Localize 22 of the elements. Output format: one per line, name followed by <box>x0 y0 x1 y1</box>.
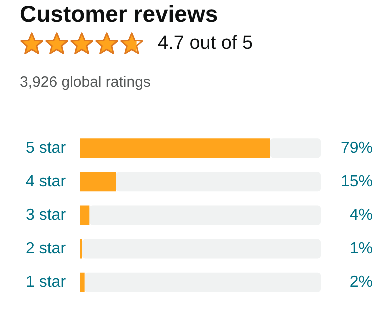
bar <box>270 138 321 158</box>
data-label: 79% <box>340 140 373 157</box>
bar <box>90 206 321 226</box>
y-tick-label: 3 star <box>26 206 67 224</box>
chart-subtitle: 4.7 out of 5 <box>158 33 254 55</box>
y-tick-label: 4 star <box>26 173 67 190</box>
data-label: 2% <box>350 274 373 292</box>
bar <box>82 239 321 259</box>
chart-title: Customer reviews <box>20 0 218 28</box>
bar <box>84 272 321 292</box>
data-label: 1% <box>350 240 373 258</box>
bar <box>116 172 321 192</box>
y-tick-label: 2 star <box>26 240 67 258</box>
bar <box>80 138 270 158</box>
bar <box>80 272 85 292</box>
y-tick-label: 1 star <box>26 274 67 292</box>
data-label: 4% <box>350 206 373 224</box>
text: 3,926 global ratings <box>20 74 151 91</box>
y-tick-label: 5 star <box>26 140 67 157</box>
bar <box>80 206 90 226</box>
data-label: 15% <box>340 173 373 190</box>
bar <box>80 172 116 192</box>
